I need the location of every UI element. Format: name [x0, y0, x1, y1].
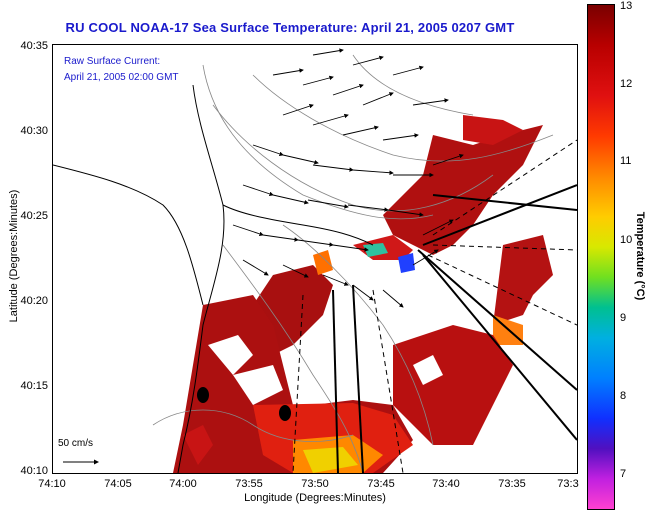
colorbar-tick: 12 [620, 78, 633, 90]
radar-site-marker [197, 387, 209, 403]
x-tick-label: 73:40 [432, 478, 460, 490]
colorbar-label: Temperature (°C) [634, 211, 646, 301]
y-tick-label: 40:30 [20, 125, 48, 137]
legend-line-1: Raw Surface Current: [64, 56, 161, 67]
radar-site-marker [279, 405, 291, 421]
colorbar-tick: 10 [620, 234, 633, 246]
colorbar-tick: 7 [620, 468, 627, 480]
x-tick-label: 73:55 [235, 478, 263, 490]
sst-map [52, 45, 578, 474]
y-tick-label: 40:35 [20, 40, 48, 52]
colorbar-tick: 11 [620, 155, 632, 167]
x-tick-label: 74:10 [38, 478, 66, 490]
y-axis-label: Latitude (Degrees:Minutes) [8, 189, 20, 323]
temperature-colorbar [587, 4, 615, 510]
y-tick-label: 40:25 [20, 210, 48, 222]
radar-dashed-lines [292, 139, 578, 474]
scale-arrow-label: 50 cm/s [58, 438, 94, 449]
map-panel [52, 44, 578, 474]
y-tick-label: 40:15 [20, 380, 48, 392]
x-tick-label: 73:3 [557, 478, 579, 490]
coastline [52, 84, 374, 474]
map-title: RU COOL NOAA-17 Sea Surface Temperature:… [65, 20, 515, 35]
colorbar-tick: 13 [620, 0, 633, 12]
bathymetry-contours [152, 54, 554, 474]
x-tick-label: 74:00 [169, 478, 197, 490]
legend-line-2: April 21, 2005 02:00 GMT [64, 72, 179, 83]
y-tick-label: 40:10 [20, 465, 48, 477]
y-tick-label: 40:20 [20, 295, 48, 307]
current-vectors [232, 48, 464, 308]
colorbar-tick: 9 [620, 312, 627, 324]
radar-range-lines [332, 184, 578, 474]
x-tick-label: 73:35 [498, 478, 526, 490]
x-tick-label: 74:05 [104, 478, 132, 490]
x-tick-label: 73:45 [367, 478, 395, 490]
x-tick-label: 73:50 [301, 478, 329, 490]
x-axis-label: Longitude (Degrees:Minutes) [244, 492, 386, 504]
colorbar-tick: 8 [620, 390, 627, 402]
